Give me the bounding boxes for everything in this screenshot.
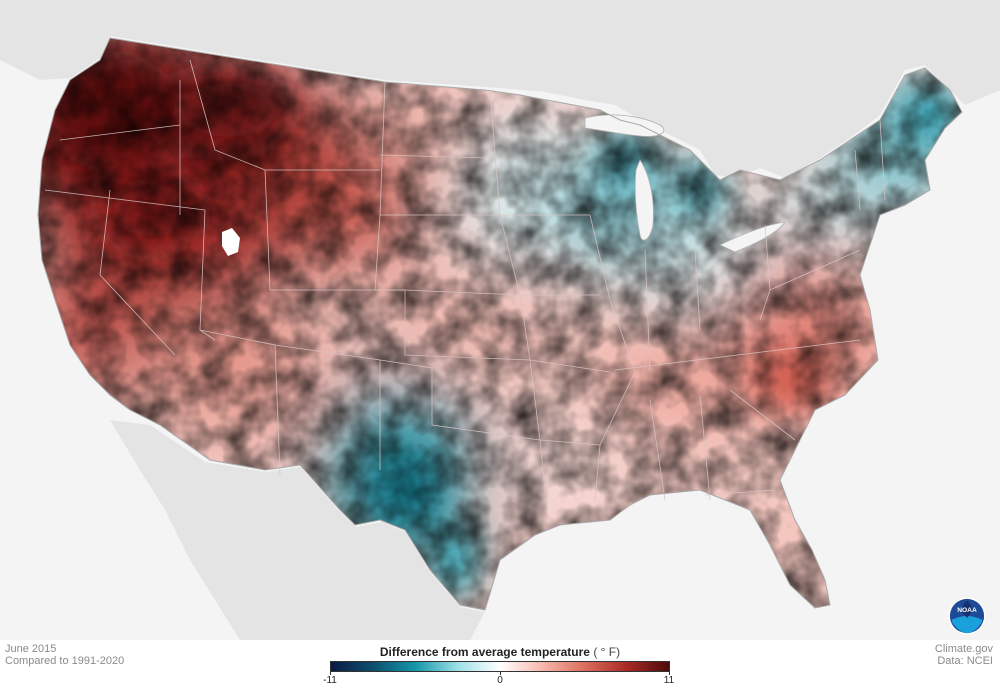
great-salt-lake: [222, 228, 240, 256]
lake-michigan: [634, 159, 654, 241]
noaa-logo-text: NOAA: [957, 607, 977, 614]
legend-color-bar: [330, 661, 670, 672]
legend-tick-zero: 0: [497, 675, 503, 686]
temperature-anomaly-map: [0, 0, 1000, 640]
site-label: Climate.gov: [934, 643, 993, 655]
baseline-label: Compared to 1991-2020: [5, 655, 125, 667]
period-label: June 2015: [5, 643, 57, 655]
source-label: Data: NCEI: [937, 655, 993, 667]
mexico-landmass: [110, 420, 485, 640]
legend-title: Difference from average temperature ( ° …: [0, 645, 1000, 659]
footer: June 2015 Compared to 1991-2020 Differen…: [0, 640, 1000, 690]
lake-erie: [719, 221, 786, 253]
conus-outline: [37, 37, 963, 611]
legend-tick-max: 11: [663, 675, 675, 686]
legend-units: ( ° F): [593, 645, 621, 659]
lake-superior: [584, 114, 665, 137]
legend-tick-min: -11: [323, 675, 337, 686]
noaa-logo-icon: NOAA: [948, 597, 986, 635]
canada-landmass: [0, 0, 1000, 178]
state-borders: [44, 59, 886, 521]
legend-tick-min-mark: [330, 672, 331, 675]
map-panel: NOAA: [0, 0, 1000, 640]
noaa-logo-wave: [951, 616, 983, 634]
legend-tick-zero-mark: [500, 672, 501, 675]
legend-tick-max-mark: [669, 672, 670, 675]
noaa-logo-gull: [962, 600, 972, 618]
legend-title-text: Difference from average temperature: [379, 645, 590, 659]
